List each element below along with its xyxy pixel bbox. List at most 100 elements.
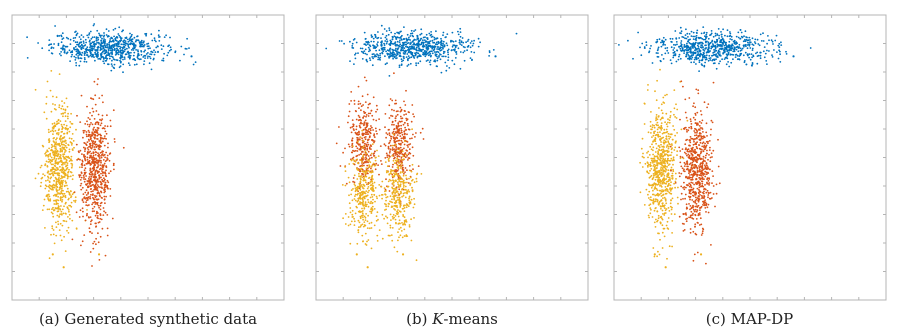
data-point	[361, 201, 364, 204]
data-point	[101, 127, 104, 130]
data-point	[65, 146, 68, 149]
data-point	[113, 44, 116, 46]
data-point	[403, 130, 406, 133]
data-point	[362, 158, 364, 161]
data-point	[405, 177, 408, 180]
data-point	[52, 174, 55, 177]
data-point	[645, 44, 648, 46]
data-point	[89, 144, 92, 147]
data-point	[101, 151, 103, 154]
data-point	[743, 61, 746, 64]
data-point	[366, 60, 369, 63]
data-point	[93, 166, 96, 169]
data-point	[756, 62, 759, 65]
data-point	[409, 137, 411, 140]
data-point	[104, 57, 107, 59]
data-point	[362, 139, 365, 142]
data-point	[100, 48, 103, 51]
data-point	[54, 169, 57, 172]
data-point	[100, 161, 102, 164]
data-point	[194, 61, 197, 63]
data-point	[443, 51, 446, 53]
cluster-orange	[71, 78, 125, 267]
data-point	[408, 165, 411, 167]
data-point	[676, 49, 678, 52]
data-point	[400, 38, 403, 41]
data-point	[393, 55, 396, 58]
data-point	[384, 63, 387, 66]
data-point	[772, 43, 774, 45]
data-point	[410, 120, 413, 123]
data-point	[728, 65, 731, 68]
data-point	[661, 54, 663, 56]
data-point	[356, 168, 359, 171]
data-point	[112, 66, 115, 69]
data-point	[466, 40, 469, 42]
data-point	[87, 117, 90, 119]
data-point	[113, 141, 116, 143]
data-point	[727, 53, 730, 56]
data-point	[56, 120, 58, 123]
data-point	[697, 47, 700, 50]
data-point	[59, 183, 61, 186]
data-point	[371, 143, 374, 146]
data-point	[399, 115, 402, 118]
data-point	[376, 211, 379, 214]
data-point	[60, 159, 63, 162]
data-point	[371, 202, 373, 205]
data-point	[674, 44, 677, 46]
data-point	[400, 131, 403, 134]
data-point	[406, 53, 409, 55]
data-point	[188, 47, 190, 49]
data-point	[393, 35, 396, 38]
data-point	[55, 108, 57, 111]
data-point	[74, 59, 77, 61]
data-point	[102, 159, 105, 161]
data-point	[692, 52, 694, 55]
data-point	[101, 153, 103, 156]
data-point	[83, 54, 86, 56]
data-point	[116, 45, 119, 47]
data-point	[78, 53, 81, 56]
data-point	[390, 219, 392, 222]
data-point	[394, 202, 397, 205]
data-point	[754, 42, 757, 45]
data-point	[56, 155, 58, 157]
data-point	[102, 171, 105, 174]
data-point	[357, 140, 359, 143]
data-point	[83, 142, 86, 145]
data-point	[724, 34, 726, 37]
data-point	[352, 158, 354, 161]
data-point	[400, 156, 403, 159]
data-point	[366, 164, 369, 167]
data-point	[746, 39, 749, 42]
data-point	[395, 148, 398, 151]
data-point	[375, 162, 378, 165]
data-point	[55, 226, 58, 229]
data-point	[409, 176, 412, 179]
data-point	[779, 50, 781, 53]
data-point	[99, 36, 102, 38]
data-point	[442, 55, 445, 58]
data-point	[74, 196, 77, 199]
data-point	[56, 162, 59, 165]
data-point	[392, 179, 395, 182]
data-point	[91, 47, 94, 50]
data-point	[89, 118, 91, 121]
data-point	[375, 49, 377, 52]
data-point	[385, 170, 388, 172]
data-point	[351, 139, 354, 142]
data-point	[107, 35, 110, 37]
data-point	[749, 58, 752, 61]
data-point	[694, 56, 697, 59]
data-point	[39, 185, 42, 188]
data-point	[716, 43, 719, 46]
data-point	[399, 106, 402, 109]
data-point	[357, 187, 360, 190]
data-point	[363, 122, 365, 125]
data-point	[83, 60, 86, 63]
data-point	[350, 159, 353, 162]
data-point	[43, 198, 46, 201]
data-point	[347, 115, 350, 118]
data-point	[94, 203, 97, 205]
